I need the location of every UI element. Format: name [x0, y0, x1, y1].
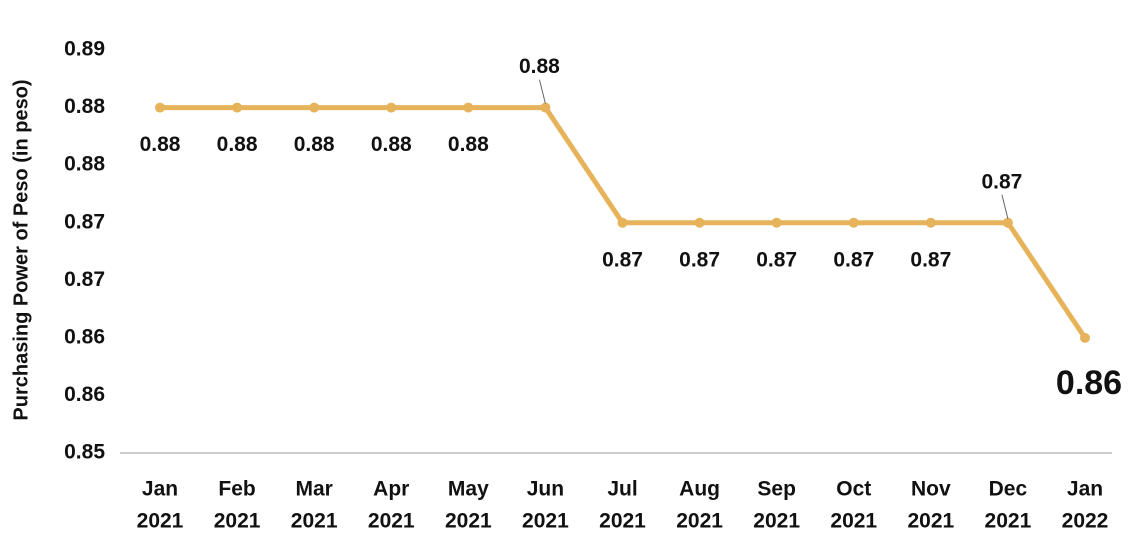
y-tick-label: 0.86 [64, 383, 105, 406]
x-tick-label: 2021 [676, 510, 723, 533]
x-tick-label: Jun [527, 478, 564, 501]
data-label: 0.88 [448, 133, 489, 156]
marker [1002, 217, 1013, 228]
marker [1080, 332, 1090, 343]
x-tick-label: Jan [1067, 478, 1103, 501]
y-tick-label: 0.89 [64, 38, 105, 61]
x-tick-label: 2021 [753, 510, 800, 533]
x-tick-label: 2021 [830, 510, 877, 533]
marker [694, 217, 705, 228]
data-label: 0.87 [981, 170, 1022, 193]
marker [155, 102, 165, 113]
x-tick-label: 2022 [1062, 510, 1109, 533]
x-tick-label: 2021 [368, 510, 415, 533]
data-label: 0.87 [910, 248, 951, 271]
x-tick-label: 2021 [291, 510, 338, 533]
marker [540, 102, 551, 113]
marker [617, 217, 628, 228]
marker [232, 102, 243, 113]
x-tick-label: Jan [142, 478, 178, 501]
data-label: 0.87 [602, 248, 643, 271]
marker [463, 102, 474, 113]
x-tick-label: Apr [373, 478, 409, 501]
marker [386, 102, 397, 113]
y-axis-label: Purchasing Power of Peso (in peso) [10, 79, 32, 420]
x-tick-label: Sep [757, 478, 796, 501]
x-tick-label: 2021 [907, 510, 954, 533]
x-tick-label: Aug [679, 478, 720, 501]
leader-line [1001, 194, 1009, 219]
x-tick-label: 2021 [985, 510, 1032, 533]
marker [771, 217, 782, 228]
data-label: 0.87 [756, 248, 797, 271]
y-tick-label: 0.86 [64, 325, 105, 348]
marker [848, 217, 859, 228]
data-label: 0.88 [294, 133, 335, 156]
x-tick-label: 2021 [445, 510, 492, 533]
x-tick-label: Oct [836, 478, 871, 501]
y-tick-label: 0.85 [64, 441, 105, 464]
marker [925, 217, 936, 228]
y-tick-label: 0.88 [64, 95, 105, 118]
y-tick-label: 0.87 [64, 268, 105, 291]
y-tick-label: 0.88 [64, 153, 105, 176]
marker [309, 102, 320, 113]
data-label: 0.88 [217, 133, 258, 156]
x-tick-label: Dec [989, 478, 1028, 501]
x-tick-label: Mar [295, 478, 332, 501]
x-tick-label: Jul [607, 478, 637, 501]
x-tick-label: 2021 [522, 510, 569, 533]
data-label: 0.88 [371, 133, 412, 156]
data-label: 0.87 [833, 248, 874, 271]
x-tick-label: 2021 [599, 510, 646, 533]
y-tick-label: 0.87 [64, 210, 105, 233]
x-tick-label: Feb [218, 478, 255, 501]
x-tick-label: Nov [911, 478, 951, 501]
leader-line [538, 79, 546, 104]
data-label: 0.88 [140, 133, 181, 156]
data-label: 0.86 [1056, 364, 1122, 402]
x-tick-label: May [448, 478, 489, 501]
x-tick-label: 2021 [214, 510, 261, 533]
x-tick-label: 2021 [137, 510, 184, 533]
data-label: 0.87 [679, 248, 720, 271]
data-label: 0.88 [519, 55, 560, 78]
